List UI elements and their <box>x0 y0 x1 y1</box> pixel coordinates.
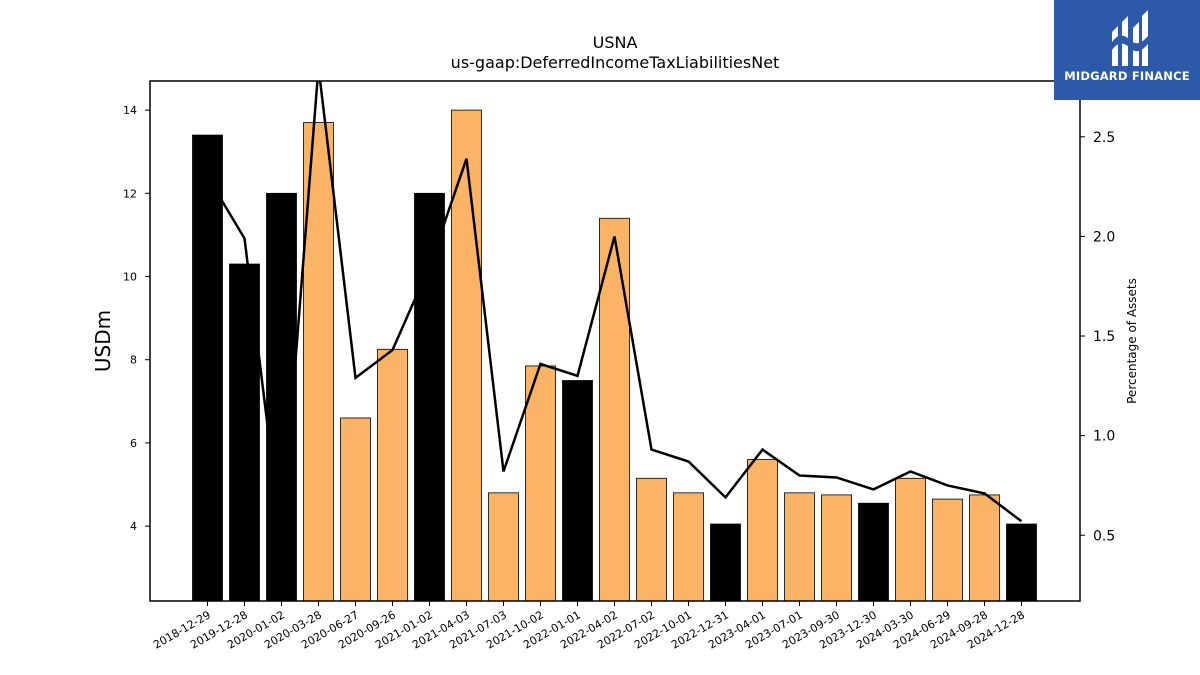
bar <box>488 492 519 602</box>
y2-tick-label: 2.0 <box>1093 229 1115 245</box>
y-axis-label: USDm <box>91 310 115 372</box>
right-axis-ticks: 0.5 1.0 1.5 2.0 2.5 <box>1080 130 1115 544</box>
chart-title: USNA <box>593 33 638 52</box>
y2-tick-label: 2.5 <box>1093 130 1115 146</box>
y2-tick-label: 1.0 <box>1093 429 1115 445</box>
logo: MIDGARD FINANCE <box>1054 0 1200 100</box>
y2-tick-label: 1.5 <box>1093 329 1115 345</box>
chart-subtitle: us-gaap:DeferredIncomeTaxLiabilitiesNet <box>451 53 780 72</box>
bar <box>673 492 704 602</box>
y2-axis-label: Percentage of Assets <box>1125 278 1139 404</box>
bar <box>895 477 926 602</box>
bar <box>932 498 963 602</box>
percentage-series-line <box>206 81 1023 540</box>
y-tick-label: 8 <box>130 354 137 367</box>
bar <box>451 109 482 602</box>
left-axis-ticks: 4 6 8 10 12 14 <box>123 104 150 533</box>
logo-text: MIDGARD FINANCE <box>1064 69 1190 83</box>
bar <box>710 523 741 602</box>
bar <box>1006 523 1037 602</box>
bar <box>969 494 1000 602</box>
logo-mark-icon <box>1112 10 1148 66</box>
y-tick-label: 10 <box>123 271 137 284</box>
bar <box>747 459 778 602</box>
bar <box>599 217 630 602</box>
percentage-line <box>206 81 1023 540</box>
x-axis-ticks: 2018-12-292019-12-282020-01-022020-03-28… <box>151 601 1027 652</box>
y-tick-label: 6 <box>130 437 137 450</box>
bars <box>192 109 1037 602</box>
bar <box>562 380 593 602</box>
bar <box>414 192 445 602</box>
y2-tick-label: 0.5 <box>1093 528 1115 544</box>
bar <box>340 417 371 602</box>
bar <box>636 477 667 602</box>
y-tick-label: 4 <box>130 520 137 533</box>
bar <box>192 134 223 602</box>
y-tick-label: 12 <box>123 187 137 200</box>
bar <box>784 492 815 602</box>
bar <box>377 348 408 602</box>
bar <box>858 502 889 602</box>
y-tick-label: 14 <box>123 104 137 117</box>
bar <box>821 494 852 602</box>
bar <box>525 365 556 602</box>
